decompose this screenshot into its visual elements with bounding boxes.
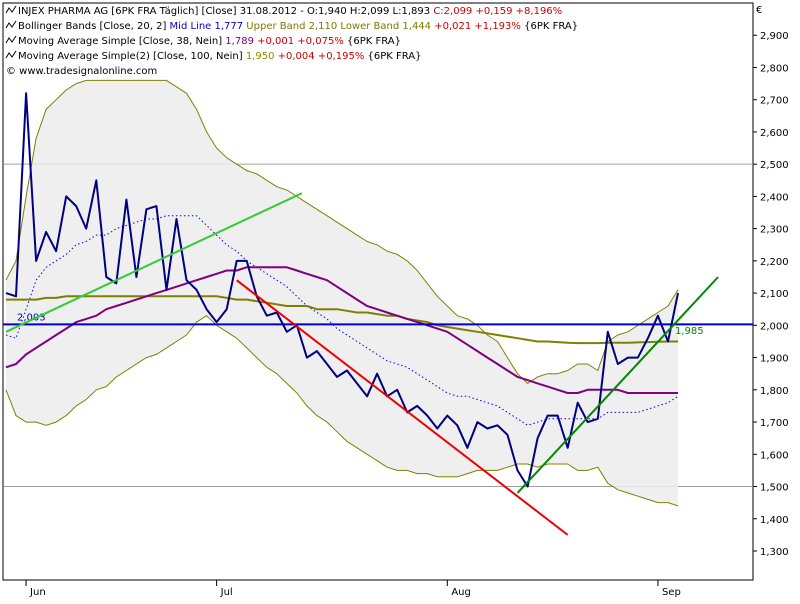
series-line-bb-mid bbox=[5, 215, 679, 426]
legend-row-2-part-1: 1,789 bbox=[225, 36, 254, 47]
y-tick-label-1: 2,800 bbox=[760, 63, 789, 74]
legend-icon-3 bbox=[5, 50, 17, 59]
bollinger-band-area bbox=[6, 80, 678, 506]
y-tick-label-11: 1,800 bbox=[760, 386, 789, 397]
y-tick-label-7: 2,200 bbox=[760, 257, 789, 268]
series-line-ma100 bbox=[6, 295, 678, 345]
y-tick-label-14: 1,500 bbox=[760, 483, 789, 494]
y-tick-label-16: 1,300 bbox=[760, 547, 789, 558]
legend-icon-1 bbox=[5, 20, 17, 29]
legend-row-1-part-0: Bollinger Bands [Close, 20, 2] bbox=[18, 21, 170, 32]
annotation-label-0: 1,985 bbox=[675, 326, 704, 337]
legend-row-3-part-0: Moving Average Simple(2) [Close, 100, Ne… bbox=[18, 51, 246, 62]
y-tick-label-6: 2,300 bbox=[760, 225, 789, 236]
legend-row-3-part-3: {6PK FRA} bbox=[364, 51, 421, 62]
legend-row-1: Bollinger Bands [Close, 20, 2] Mid Line … bbox=[18, 21, 578, 32]
legend-row-1-part-4: {6PK FRA} bbox=[521, 21, 578, 32]
series-line-ma38 bbox=[5, 266, 678, 394]
trendline-2 bbox=[516, 276, 719, 494]
plot-frame bbox=[2, 2, 754, 581]
currency-label: € bbox=[756, 5, 762, 16]
legend-row-3-part-1: 1,950 bbox=[246, 51, 275, 62]
legend-row-0-part-0: INJEX PHARMA AG [6PK FRA Täglich] [Close… bbox=[18, 6, 433, 17]
y-tick-label-8: 2,100 bbox=[760, 289, 789, 300]
y-tick-label-10: 1,900 bbox=[760, 354, 789, 365]
y-tick-label-15: 1,400 bbox=[760, 515, 789, 526]
legend-row-1-part-3: +0,021 +1,193% bbox=[434, 21, 521, 32]
y-tick-label-3: 2,600 bbox=[760, 128, 789, 139]
trendline-1 bbox=[236, 279, 569, 536]
watermark: © www.tradesignalonline.com bbox=[6, 66, 157, 77]
series-line-bb-upper bbox=[5, 79, 679, 384]
legend-row-1-part-1: Mid Line 1,777 bbox=[170, 21, 244, 32]
x-tick-label-2: Aug bbox=[451, 587, 471, 598]
x-tick-label-3: Sep bbox=[662, 587, 681, 598]
trendline-0 bbox=[5, 192, 303, 333]
legend-row-2-part-2: +0,001 +0,075% bbox=[254, 36, 344, 47]
legend-row-1-part-2: Upper Band 2,110 Lower Band 1,444 bbox=[243, 21, 434, 32]
series-line-bb-lower bbox=[5, 315, 679, 507]
y-tick-label-13: 1,600 bbox=[760, 450, 789, 461]
y-tick-label-9: 2,000 bbox=[760, 321, 789, 332]
y-tick-label-5: 2,400 bbox=[760, 192, 789, 203]
legend-row-3-part-2: +0,004 +0,195% bbox=[274, 51, 364, 62]
legend-row-2-part-0: Moving Average Simple [Close, 38, Nein] bbox=[18, 36, 225, 47]
y-tick-label-0: 2,900 bbox=[760, 31, 789, 42]
legend-row-0-part-1: C:2,099 +0,159 +8,196% bbox=[433, 6, 562, 17]
x-tick-label-0: Jun bbox=[29, 587, 46, 598]
legend-row-0: INJEX PHARMA AG [6PK FRA Täglich] [Close… bbox=[18, 6, 562, 17]
legend-row-3: Moving Average Simple(2) [Close, 100, Ne… bbox=[18, 51, 422, 62]
y-tick-label-4: 2,500 bbox=[760, 160, 789, 171]
y-tick-label-2: 2,700 bbox=[760, 96, 789, 107]
y-tick-label-12: 1,700 bbox=[760, 418, 789, 429]
level-line-label: 2,003 bbox=[17, 312, 46, 323]
legend-icon-0 bbox=[5, 5, 17, 14]
legend-row-2-part-3: {6PK FRA} bbox=[344, 36, 401, 47]
series-line-close bbox=[5, 92, 679, 488]
x-tick-label-1: Jul bbox=[220, 587, 233, 598]
legend-icon-2 bbox=[5, 35, 17, 44]
legend-row-2: Moving Average Simple [Close, 38, Nein] … bbox=[18, 36, 401, 47]
